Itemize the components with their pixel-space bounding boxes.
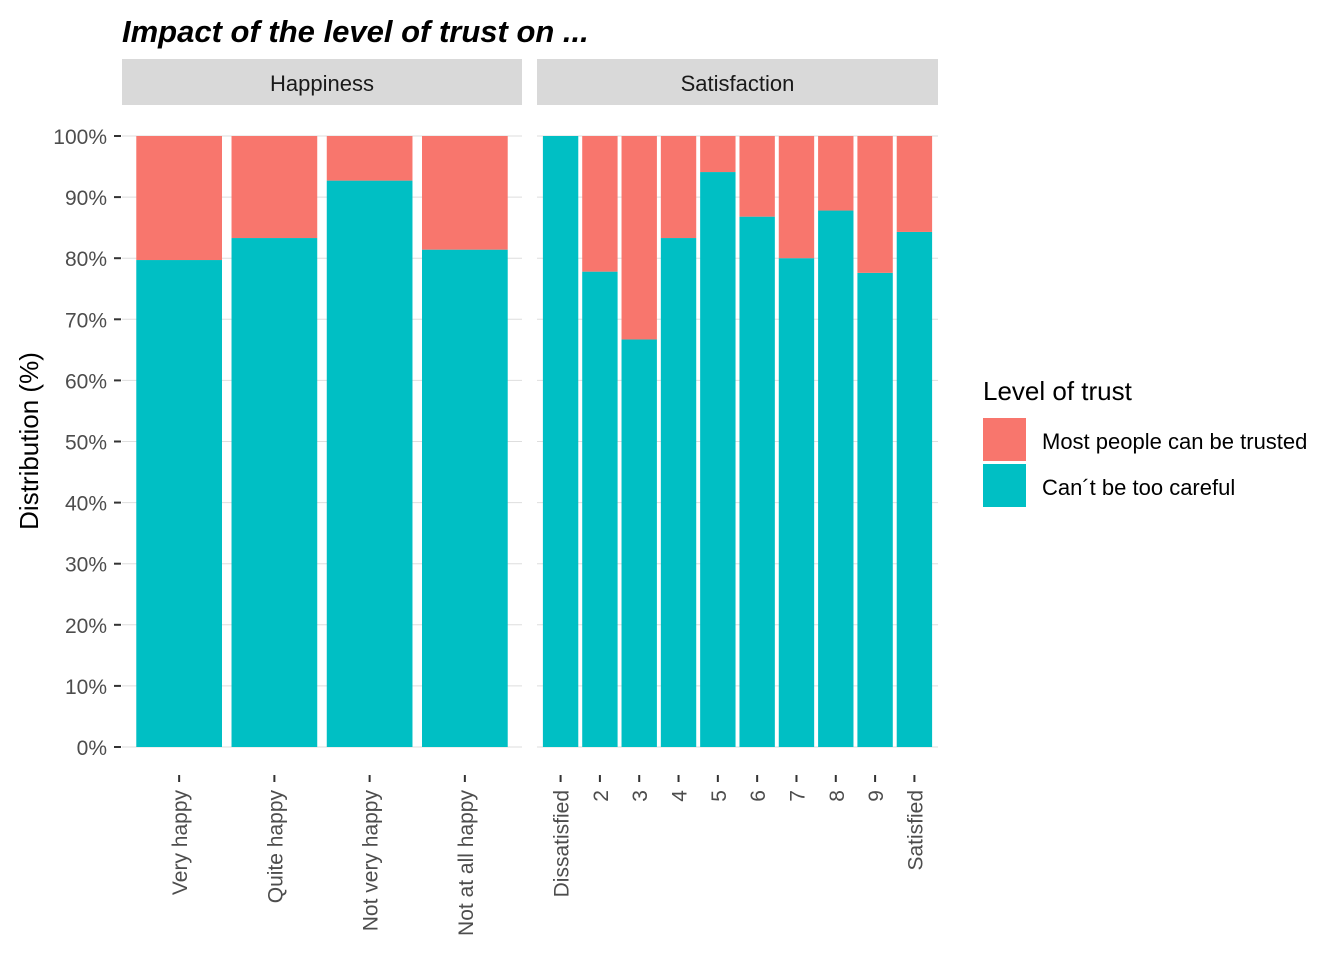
x-tick-label-dissatisfied: Dissatisfied [551,790,574,897]
bar-careful-happiness-not-very-happy [326,180,413,747]
bar-careful-happiness-very-happy [136,260,222,747]
bar-careful-satisfaction-satisfied [896,231,933,747]
bar-trusted-satisfaction-satisfied [896,136,933,232]
panel-satisfaction: Satisfaction Dissatisfied 2 3 4 5 6 7 8 9 Satisfie… [537,59,938,897]
x-tick-label-7: 7 [786,790,809,802]
y-tick-label: 50% [65,432,107,455]
panel-happiness: Happiness Very happy Quite happy Not very h… [122,59,522,936]
bar-trusted-satisfaction-6 [739,136,775,217]
bar-careful-satisfaction-4 [660,238,697,748]
bar-careful-happiness-quite-happy [231,238,318,748]
bar-careful-satisfaction-6 [739,216,775,748]
x-tick-label-2: 2 [590,790,613,802]
facet-label-satisfaction: Satisfaction [681,71,795,96]
x-tick-label-8: 8 [826,790,849,802]
legend: Level of trust Most people can be truste… [983,376,1307,507]
y-tick-label: 100% [53,126,107,149]
x-tick-label-3: 3 [629,790,652,802]
bar-careful-satisfaction-5 [700,172,736,747]
x-tick-label-6: 6 [747,790,770,802]
y-tick-label: 80% [65,248,107,271]
bar-trusted-satisfaction-4 [660,136,697,239]
bar-careful-satisfaction-8 [818,210,854,748]
y-tick-label: 30% [65,554,107,577]
y-axis: 0% 10% 20% 30% 40% 50% 60% 70% 80% 90% 100% [53,126,121,760]
chart-title: Impact of the level of trust on ... [122,14,589,49]
bar-trusted-happiness-very-happy [136,136,222,261]
bar-careful-satisfaction-dissatisfied [542,136,579,747]
legend-title: Level of trust [983,376,1133,406]
legend-label-careful: Can´t be too careful [1042,475,1235,500]
bar-trusted-happiness-not-very-happy [326,136,413,181]
y-tick-label: 90% [65,187,107,210]
bar-careful-happiness-not-at-all-happy [422,249,508,747]
x-tick-label-5: 5 [708,790,731,802]
bar-careful-satisfaction-2 [582,271,618,747]
facet-label-happiness: Happiness [270,71,374,96]
x-tick-label-4: 4 [669,790,692,802]
bar-trusted-satisfaction-5 [700,136,736,173]
bar-trusted-happiness-quite-happy [231,136,318,239]
x-tick-label-satisfied: Satisfied [904,790,927,871]
bar-careful-satisfaction-7 [778,258,815,747]
y-tick-label: 10% [65,676,107,699]
y-tick-label: 40% [65,493,107,516]
x-tick-label-very-happy: Very happy [169,790,192,896]
chart-panels: Happiness Very happy Quite happy Not very h… [122,59,938,936]
legend-label-trusted: Most people can be trusted [1042,429,1307,454]
legend-swatch-trusted [983,418,1026,461]
y-tick-label: 70% [65,309,107,332]
y-tick-label: 0% [77,737,107,760]
bar-trusted-satisfaction-8 [818,136,854,211]
facet-strip-happiness [122,59,522,105]
y-axis-title: Distribution (%) [14,352,44,530]
bar-trusted-satisfaction-3 [621,136,657,340]
bar-trusted-satisfaction-7 [778,136,815,259]
legend-swatch-careful [983,464,1026,507]
y-tick-label: 20% [65,615,107,638]
bar-trusted-happiness-not-at-all-happy [422,136,508,250]
x-tick-label-not-very-happy: Not very happy [360,790,383,932]
bar-trusted-satisfaction-9 [857,136,893,273]
facet-strip-satisfaction [537,59,938,105]
x-tick-label-9: 9 [865,790,888,802]
x-tick-label-quite-happy: Quite happy [264,790,287,904]
bar-careful-satisfaction-9 [857,272,893,747]
bar-trusted-satisfaction-2 [582,136,618,272]
y-tick-label: 60% [65,370,107,393]
x-tick-label-not-at-all-happy: Not at all happy [455,790,478,936]
bar-careful-satisfaction-3 [621,339,657,747]
